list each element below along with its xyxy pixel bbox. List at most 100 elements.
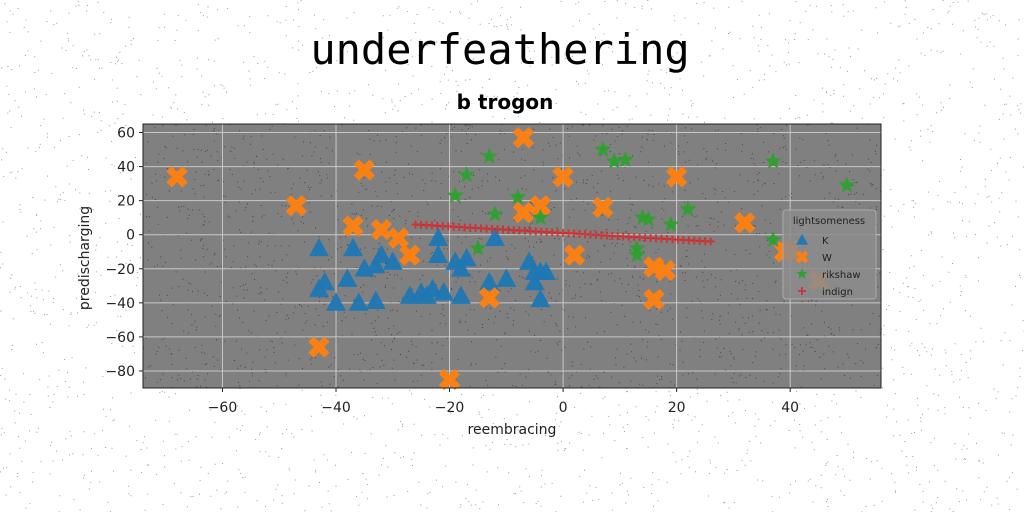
point-rikshaw xyxy=(838,176,856,193)
legend-box xyxy=(782,209,877,300)
plot-speckles xyxy=(143,124,882,389)
point-W xyxy=(512,201,535,224)
point-W xyxy=(478,287,500,309)
point-K xyxy=(422,278,443,298)
point-rikshaw xyxy=(764,152,782,169)
x-tick-label: 20 xyxy=(668,400,686,416)
point-K xyxy=(326,292,347,311)
point-rikshaw xyxy=(662,215,680,232)
point-K xyxy=(365,290,386,310)
x-axis-label: reembracing xyxy=(468,422,557,438)
plot-area xyxy=(143,124,881,388)
point-W xyxy=(308,336,330,358)
x-tick-label: −40 xyxy=(321,400,351,416)
point-K xyxy=(479,271,500,291)
point-K xyxy=(524,271,545,291)
y-tick-label: −80 xyxy=(105,364,135,380)
x-tick-label: 40 xyxy=(781,400,799,416)
point-rikshaw xyxy=(616,150,635,168)
series-K xyxy=(308,227,557,311)
data-marks xyxy=(166,126,856,391)
point-rikshaw xyxy=(480,147,498,164)
point-K xyxy=(450,285,471,304)
point-K xyxy=(365,254,386,274)
point-K xyxy=(450,258,471,277)
y-axis-label: predischarging xyxy=(77,206,93,310)
point-K xyxy=(308,278,329,298)
point-K xyxy=(337,268,358,287)
point-K xyxy=(530,288,551,308)
point-K xyxy=(484,227,505,246)
point-K xyxy=(428,227,449,246)
point-rikshaw xyxy=(594,140,612,157)
point-W xyxy=(529,195,552,217)
point-K xyxy=(308,237,329,257)
point-rikshaw xyxy=(605,152,623,169)
y-tick-label: −20 xyxy=(105,262,135,278)
point-W xyxy=(734,212,756,234)
point-K xyxy=(371,244,392,264)
point-rikshaw xyxy=(639,210,657,227)
point-K xyxy=(343,237,364,257)
point-rikshaw xyxy=(764,230,782,248)
y-tick-label: 0 xyxy=(126,228,135,244)
y-tick-label: 40 xyxy=(117,160,135,176)
chart-title: b trogon xyxy=(457,90,554,114)
legend-marker-rikshaw xyxy=(796,268,808,279)
point-W xyxy=(438,368,461,391)
point-W xyxy=(342,215,364,237)
point-W xyxy=(643,288,665,311)
point-W xyxy=(399,244,421,266)
figure-suptitle: underfeathering xyxy=(310,25,689,74)
point-K xyxy=(348,292,369,311)
point-W xyxy=(387,227,410,249)
point-W xyxy=(166,166,188,188)
legend-marker-indign xyxy=(798,287,806,295)
legend-label-rikshaw: rikshaw xyxy=(822,270,861,281)
point-W xyxy=(665,166,688,188)
point-rikshaw xyxy=(469,239,487,256)
point-W xyxy=(370,218,393,241)
point-K xyxy=(496,268,517,287)
point-W xyxy=(592,196,614,219)
x-tick-label: −20 xyxy=(435,400,465,416)
x-tick-label: −60 xyxy=(208,400,238,416)
y-tick-label: 60 xyxy=(117,126,135,142)
point-rikshaw xyxy=(531,208,549,225)
legend-label-K: K xyxy=(822,236,829,247)
legend-marker-W xyxy=(795,250,809,264)
plot-frame xyxy=(142,123,882,389)
point-K xyxy=(433,282,454,301)
point-rikshaw xyxy=(486,205,504,222)
point-W xyxy=(563,244,586,266)
point-K xyxy=(382,251,403,270)
point-K xyxy=(536,261,557,281)
point-W xyxy=(512,126,535,149)
y-tick-label: −60 xyxy=(105,330,135,346)
plot-noise xyxy=(143,124,882,389)
point-W xyxy=(654,259,676,282)
point-W xyxy=(353,159,376,181)
point-rikshaw xyxy=(446,186,464,203)
point-K xyxy=(456,248,477,267)
legend-label-indign: indign xyxy=(822,287,853,298)
axis-ticks: −60 −40 −20 0 20 40 −80 −60 −40 −20 0 20 40 60 xyxy=(105,126,799,416)
point-rikshaw xyxy=(628,246,646,263)
point-K xyxy=(428,244,449,264)
point-W xyxy=(285,195,307,217)
point-rikshaw xyxy=(509,188,527,205)
series-rikshaw xyxy=(446,140,856,263)
point-W xyxy=(552,166,574,188)
point-rikshaw xyxy=(458,166,476,183)
point-rikshaw xyxy=(679,200,697,217)
y-tick-label: −40 xyxy=(105,296,135,312)
point-indign xyxy=(706,237,715,246)
x-tick-label: 0 xyxy=(559,400,568,416)
legend-marker-K xyxy=(796,233,808,245)
y-tick-label: 20 xyxy=(117,194,135,210)
legend-label-W: W xyxy=(822,253,832,264)
legend-title: lightsomeness xyxy=(793,216,865,227)
grid-lines xyxy=(143,124,881,388)
